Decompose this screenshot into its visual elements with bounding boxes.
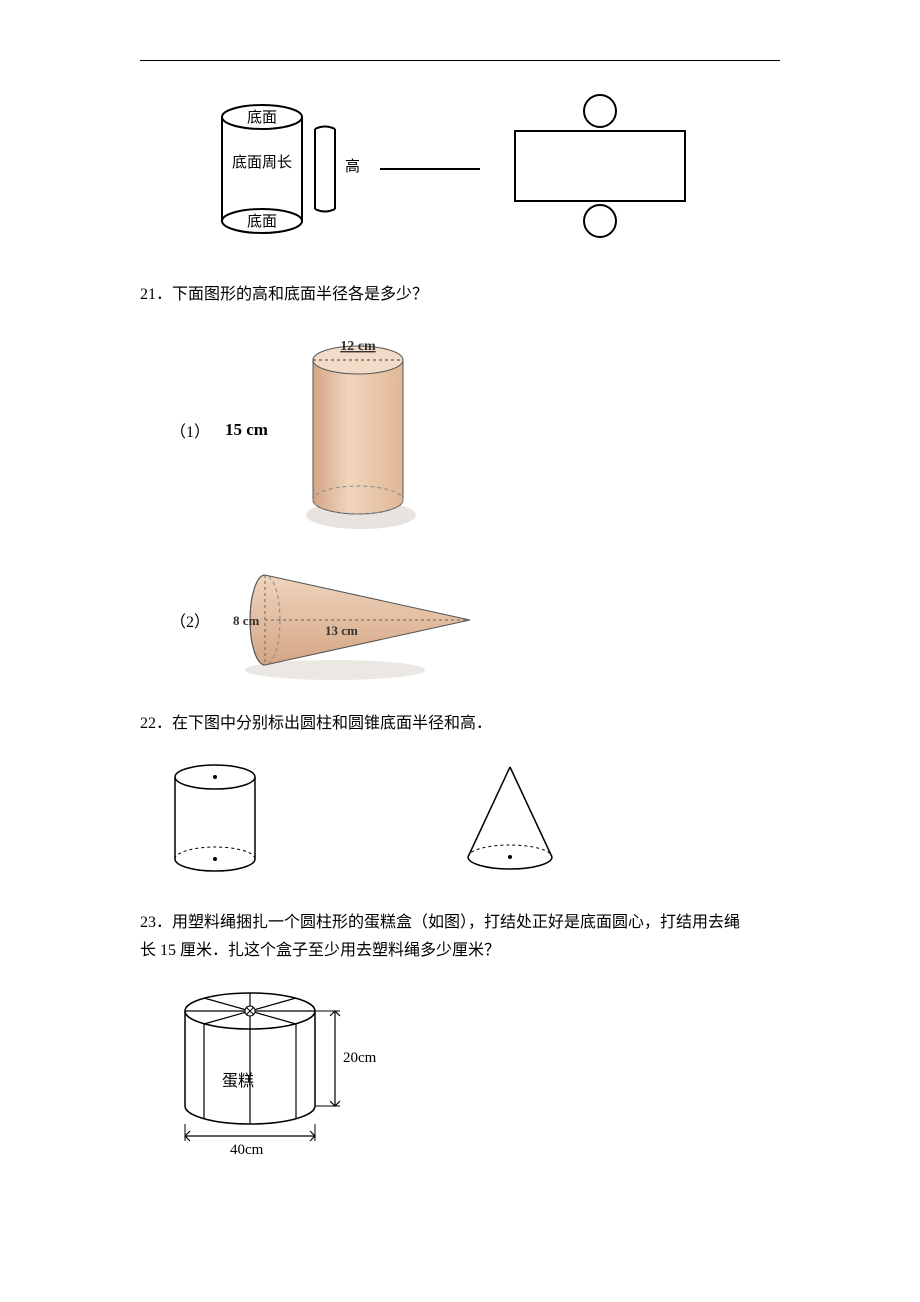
cylinder-3d-figure: 12 cm [283,330,433,530]
q23-text-a: ．用塑料绳捆扎一个圆柱形的蛋糕盒（如图），打结处正好是底面圆心，打结用去绳 [156,914,740,931]
question-22: 22．在下图中分别标出圆柱和圆锥底面半径和高． [140,710,780,739]
q22-text: ．在下图中分别标出圆柱和圆锥底面半径和高． [156,715,492,732]
q21-sub1-height: 15 cm [225,420,268,440]
q22-figures [160,759,780,879]
q21-sub2-label: （2） [170,608,210,632]
page-top-rule [140,60,780,61]
top-ellipse-label: 底面 [247,109,277,126]
cake-label: 蛋糕 [222,1072,254,1090]
q22-cone [450,759,570,879]
cake-height-label: 20cm [343,1050,377,1066]
cylinder-unfold-diagram: 底面 底面周长 高 底面 [180,99,370,239]
q21-sub1-label: （1） [170,418,210,442]
question-23: 23．用塑料绳捆扎一个圆柱形的蛋糕盒（如图），打结处正好是底面圆心，打结用去绳 … [140,909,780,967]
center-left-label: 底面周长 [232,154,292,171]
bottom-ellipse-label: 底面 [247,213,277,230]
height-label: 高 [345,158,360,175]
q21-number: 21 [140,286,156,303]
q22-number: 22 [140,715,156,732]
question-21: 21．下面图形的高和底面半径各是多少？ [140,281,780,310]
top-diagram-row: 底面 底面周长 高 底面 [180,91,780,246]
q21-figure-2: （2） 8 cm 13 cm [170,555,780,685]
q23-text-b: 长 15 厘米．扎这个盒子至少用去塑料绳多少厘米？ [140,942,500,959]
cylinder-diameter-label: 12 cm [340,339,376,354]
cone-horizontal-figure: 8 cm 13 cm [225,555,485,685]
q23-figure: 蛋糕 20cm 40cm [160,986,780,1161]
cake-width-label: 40cm [230,1142,264,1156]
cone-diameter-label: 8 cm [233,613,260,628]
q23-number: 23 [140,914,156,931]
q22-cylinder [160,759,270,879]
connector-line [380,168,480,170]
q21-figure-1: （1） 15 cm 12 cm [170,330,780,530]
cone-length-label: 13 cm [325,623,358,638]
cylinder-net-diagram [500,91,700,246]
q21-text: ．下面图形的高和底面半径各是多少？ [156,286,428,303]
